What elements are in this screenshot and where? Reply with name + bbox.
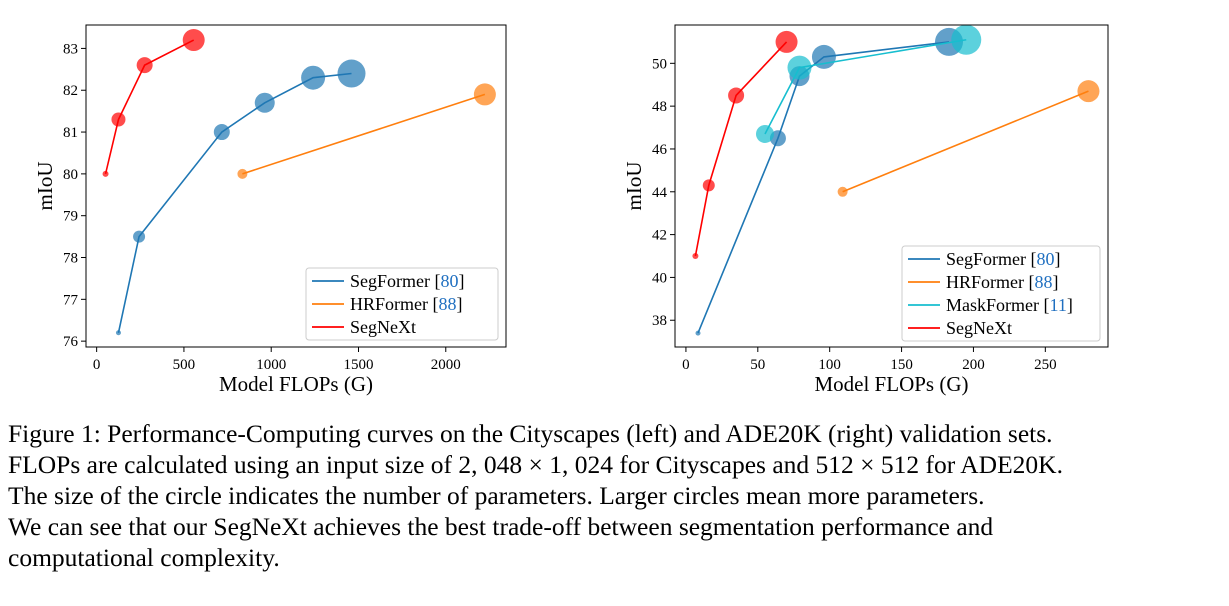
legend-bracket: [ — [1039, 295, 1050, 315]
plot-frame — [674, 24, 1109, 348]
plot-frame — [85, 24, 507, 348]
y-axis-label: mIoU — [33, 162, 57, 211]
legend-bracket: ] — [459, 271, 465, 291]
legend: SegFormer [80]HRFormer [88]MaskFormer [1… — [901, 245, 1101, 342]
x-tick-label: 200 — [962, 357, 985, 373]
x-tick-label: 2000 — [431, 357, 461, 373]
series-line — [842, 90, 1089, 193]
x-tick-label: 100 — [818, 357, 841, 373]
y-tick-label: 77 — [63, 292, 79, 308]
y-tick-label: 42 — [652, 228, 667, 244]
legend-entry: SegFormer [80] — [946, 249, 1061, 269]
legend-entry: SegFormer [80] — [350, 271, 465, 291]
caption-line: FLOPs are calculated using an input size… — [8, 450, 1063, 479]
figure-caption: Figure 1: Performance-Computing curves o… — [8, 418, 1223, 573]
y-tick-label: 76 — [63, 334, 79, 350]
x-tick-label: 1000 — [256, 357, 286, 373]
legend-entry: HRFormer [88] — [946, 272, 1059, 292]
series-segnext — [692, 30, 798, 260]
chart-left: 0 500 1000 1500 2000 76 77 78 79 80 81 82 83 Model FL… — [33, 24, 507, 396]
legend-bracket: [ — [430, 271, 441, 291]
legend-series-name: SegNeXt — [946, 318, 1012, 338]
legend-box — [305, 267, 499, 341]
legend-citation[interactable]: 80 — [1037, 249, 1055, 269]
x-axis-label: Model FLOPs (G) — [814, 372, 968, 396]
series-hrformer — [837, 80, 1100, 197]
legend-bracket: [ — [1024, 272, 1035, 292]
y-axis-label: mIoU — [622, 162, 646, 211]
legend-series-name: MaskFormer — [946, 295, 1039, 315]
y-tick-label: 82 — [63, 83, 78, 99]
legend-entry: SegNeXt — [946, 318, 1012, 338]
legend-citation[interactable]: 11 — [1050, 295, 1067, 315]
y-tick-label: 40 — [652, 270, 667, 286]
legend-series-name: SegFormer — [350, 271, 430, 291]
legend-series-name: SegFormer — [946, 249, 1026, 269]
legend-series-name: HRFormer — [946, 272, 1024, 292]
x-tick-label: 1500 — [343, 357, 373, 373]
y-tick-label: 48 — [652, 99, 667, 115]
caption-line: computational complexity. — [8, 543, 280, 572]
series-segformer — [115, 59, 366, 336]
y-tick-label: 83 — [63, 41, 78, 57]
x-tick-label: 50 — [750, 357, 765, 373]
legend-bracket: [ — [1026, 249, 1037, 269]
legend-bracket: ] — [1053, 272, 1059, 292]
y-tick-label: 80 — [63, 167, 78, 183]
legend-entry: SegNeXt — [350, 317, 416, 337]
series-line — [242, 93, 486, 175]
caption-line: Figure 1: Performance-Computing curves o… — [8, 419, 1053, 448]
y-tick-label: 79 — [63, 209, 78, 225]
legend-bracket: ] — [1055, 249, 1061, 269]
y-tick-label: 50 — [652, 56, 667, 72]
legend-series-name: HRFormer — [350, 294, 428, 314]
y-tick-label: 46 — [652, 142, 668, 158]
x-tick-label: 0 — [682, 357, 690, 373]
y-tick-label: 78 — [63, 251, 78, 267]
x-tick-label: 150 — [890, 357, 913, 373]
legend-bracket: ] — [1067, 295, 1073, 315]
x-tick-label: 0 — [93, 357, 101, 373]
legend-citation[interactable]: 88 — [439, 294, 457, 314]
legend-bracket: [ — [428, 294, 439, 314]
legend-citation[interactable]: 80 — [441, 271, 459, 291]
x-axis-label: Model FLOPs (G) — [219, 372, 373, 396]
legend-series-name: SegNeXt — [350, 317, 416, 337]
series-line — [104, 39, 195, 175]
legend-citation[interactable]: 88 — [1035, 272, 1053, 292]
legend-box — [901, 245, 1101, 342]
legend-entry: MaskFormer [11] — [946, 295, 1073, 315]
legend-entry: HRFormer [88] — [350, 294, 463, 314]
x-tick-label: 500 — [173, 357, 196, 373]
series-line — [694, 41, 788, 257]
chart-right: 0 50 100 150 200 250 38 40 42 44 46 48 50 Model FLOPs… — [622, 24, 1109, 396]
series-hrformer — [237, 83, 496, 179]
legend-bracket: ] — [457, 294, 463, 314]
caption-line: The size of the circle indicates the num… — [8, 481, 985, 510]
legend: SegFormer [80]HRFormer [88]SegNeXt — [305, 267, 499, 341]
series-line — [117, 72, 352, 333]
series-maskformer — [755, 24, 982, 143]
y-tick-label: 38 — [652, 313, 667, 329]
series-segnext — [102, 29, 205, 177]
caption-line: We can see that our SegNeXt achieves the… — [8, 512, 994, 541]
x-tick-label: 250 — [1034, 357, 1057, 373]
series-line — [764, 38, 967, 135]
y-tick-label: 81 — [63, 125, 78, 141]
y-tick-label: 44 — [652, 185, 668, 201]
